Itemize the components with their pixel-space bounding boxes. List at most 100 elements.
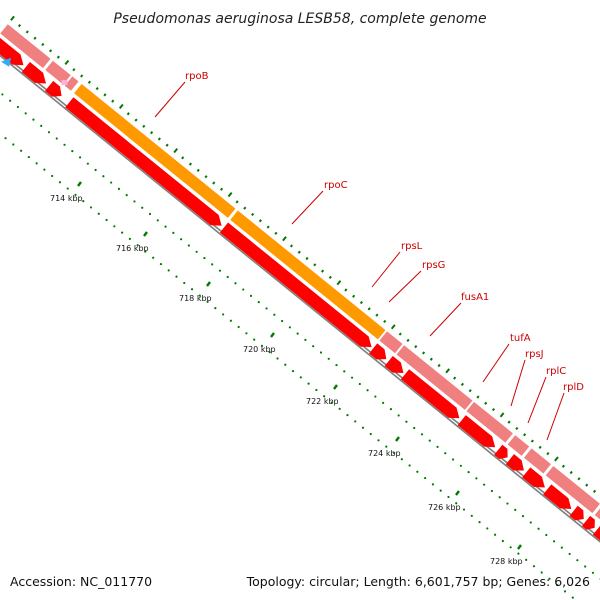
- scale-tick: [258, 219, 262, 223]
- scale-tick: [251, 212, 255, 217]
- scale-tick: [530, 439, 534, 443]
- scale-dot: [141, 206, 144, 209]
- scale-dot: [125, 194, 128, 197]
- forward-cds: [545, 466, 600, 514]
- scale-dot: [234, 282, 237, 285]
- scale-tick: [561, 464, 566, 468]
- reverse-cds-arrow: [45, 80, 62, 97]
- scale-tick: [468, 389, 472, 393]
- scale-dot: [291, 369, 295, 373]
- scale-dot: [478, 521, 481, 524]
- scale-dot: [245, 332, 248, 335]
- major-tick: [395, 436, 400, 442]
- gene-leader-line: [388, 270, 422, 303]
- scale-dot: [63, 143, 66, 146]
- scale-dot: [27, 155, 30, 159]
- scale-tick: [592, 489, 597, 493]
- scale-tick: [328, 275, 332, 279]
- gene-leader-line: [482, 343, 510, 383]
- scale-tick: [10, 15, 15, 21]
- scale-dot: [19, 149, 23, 152]
- scale-dot: [4, 137, 7, 140]
- scale-dot: [195, 250, 198, 253]
- misc-feature-marker: [61, 79, 68, 85]
- scale-dot: [148, 212, 152, 216]
- scale-tick: [453, 376, 457, 380]
- scale-tick: [422, 351, 426, 355]
- scale-dot: [361, 426, 365, 429]
- scale-tick: [227, 192, 233, 198]
- scale-dot: [444, 452, 447, 455]
- scale-tick: [289, 244, 294, 248]
- scale-tick: [134, 118, 138, 122]
- scale-tick: [577, 477, 581, 481]
- scale-dot: [66, 187, 69, 190]
- scale-tick: [41, 42, 45, 47]
- scale-dot: [584, 565, 587, 568]
- scale-dot: [35, 162, 38, 165]
- scale-tick: [515, 426, 519, 431]
- scale-tick: [181, 156, 185, 160]
- scale-dot: [32, 118, 35, 121]
- scale-dot: [545, 533, 548, 537]
- major-tick: [143, 231, 148, 237]
- scale-tick: [173, 147, 179, 154]
- scale-dot: [268, 351, 271, 354]
- scale-tick: [390, 324, 396, 330]
- scale-dot: [556, 583, 559, 587]
- scale-dot: [183, 281, 186, 285]
- major-tick: [455, 490, 460, 496]
- scale-tick: [33, 36, 37, 40]
- tick-layer: 714 kbp 716 kbp 718 kbp 720 kbp 722 kbp 724 k…: [1, 15, 600, 599]
- scale-dot: [242, 288, 245, 291]
- scale-dot: [327, 357, 330, 360]
- scale-dot: [175, 275, 178, 278]
- gene-label-rpld: rplD: [563, 382, 584, 393]
- scale-tick: [538, 445, 542, 449]
- scale-dot: [237, 325, 240, 329]
- scale-dot: [144, 250, 147, 253]
- scale-dot: [486, 527, 489, 530]
- scale-dot: [203, 256, 206, 260]
- scale-tick: [499, 412, 505, 418]
- scale-dot: [591, 571, 595, 574]
- scale-dot: [218, 269, 222, 272]
- scale-dot: [128, 237, 131, 240]
- reverse-cds-arrow: [569, 505, 584, 521]
- scale-tick: [476, 395, 480, 399]
- scale-tick: [336, 280, 342, 286]
- scale-dot: [159, 262, 163, 266]
- reverse-cds-arrow: [65, 97, 222, 226]
- reverse-cds-arrow: [369, 343, 387, 360]
- gene-leader-line: [546, 392, 565, 441]
- scale-dot: [571, 596, 574, 599]
- scale-dot: [187, 244, 190, 247]
- reverse-cds-arrow: [581, 515, 595, 530]
- scale-dot: [190, 288, 194, 291]
- scale-dot: [517, 552, 520, 555]
- major-tick: [333, 384, 338, 390]
- scale-tick: [367, 307, 371, 311]
- scale-dot: [89, 206, 93, 209]
- map-title: Pseudomonas aeruginosa LESB58, complete …: [113, 11, 486, 27]
- scale-dot: [164, 225, 167, 228]
- scale-dot: [389, 408, 392, 411]
- scale-dot: [71, 149, 74, 153]
- scale-dot: [86, 162, 89, 165]
- scale-dot: [521, 515, 525, 518]
- scale-tick: [118, 103, 124, 110]
- scale-tick: [111, 99, 115, 103]
- scale-dot: [249, 294, 253, 297]
- scale-tick: [49, 49, 53, 53]
- scale-dot: [296, 332, 299, 335]
- tick-label: 720 kbp: [243, 345, 276, 354]
- scale-dot: [509, 546, 512, 549]
- scale-tick: [142, 124, 146, 128]
- scale-tick: [64, 59, 70, 65]
- scale-tick: [235, 200, 239, 204]
- scale-dot: [540, 571, 543, 574]
- scale-dot: [346, 414, 349, 417]
- scale-dot: [312, 345, 315, 348]
- scale-dot: [211, 263, 214, 266]
